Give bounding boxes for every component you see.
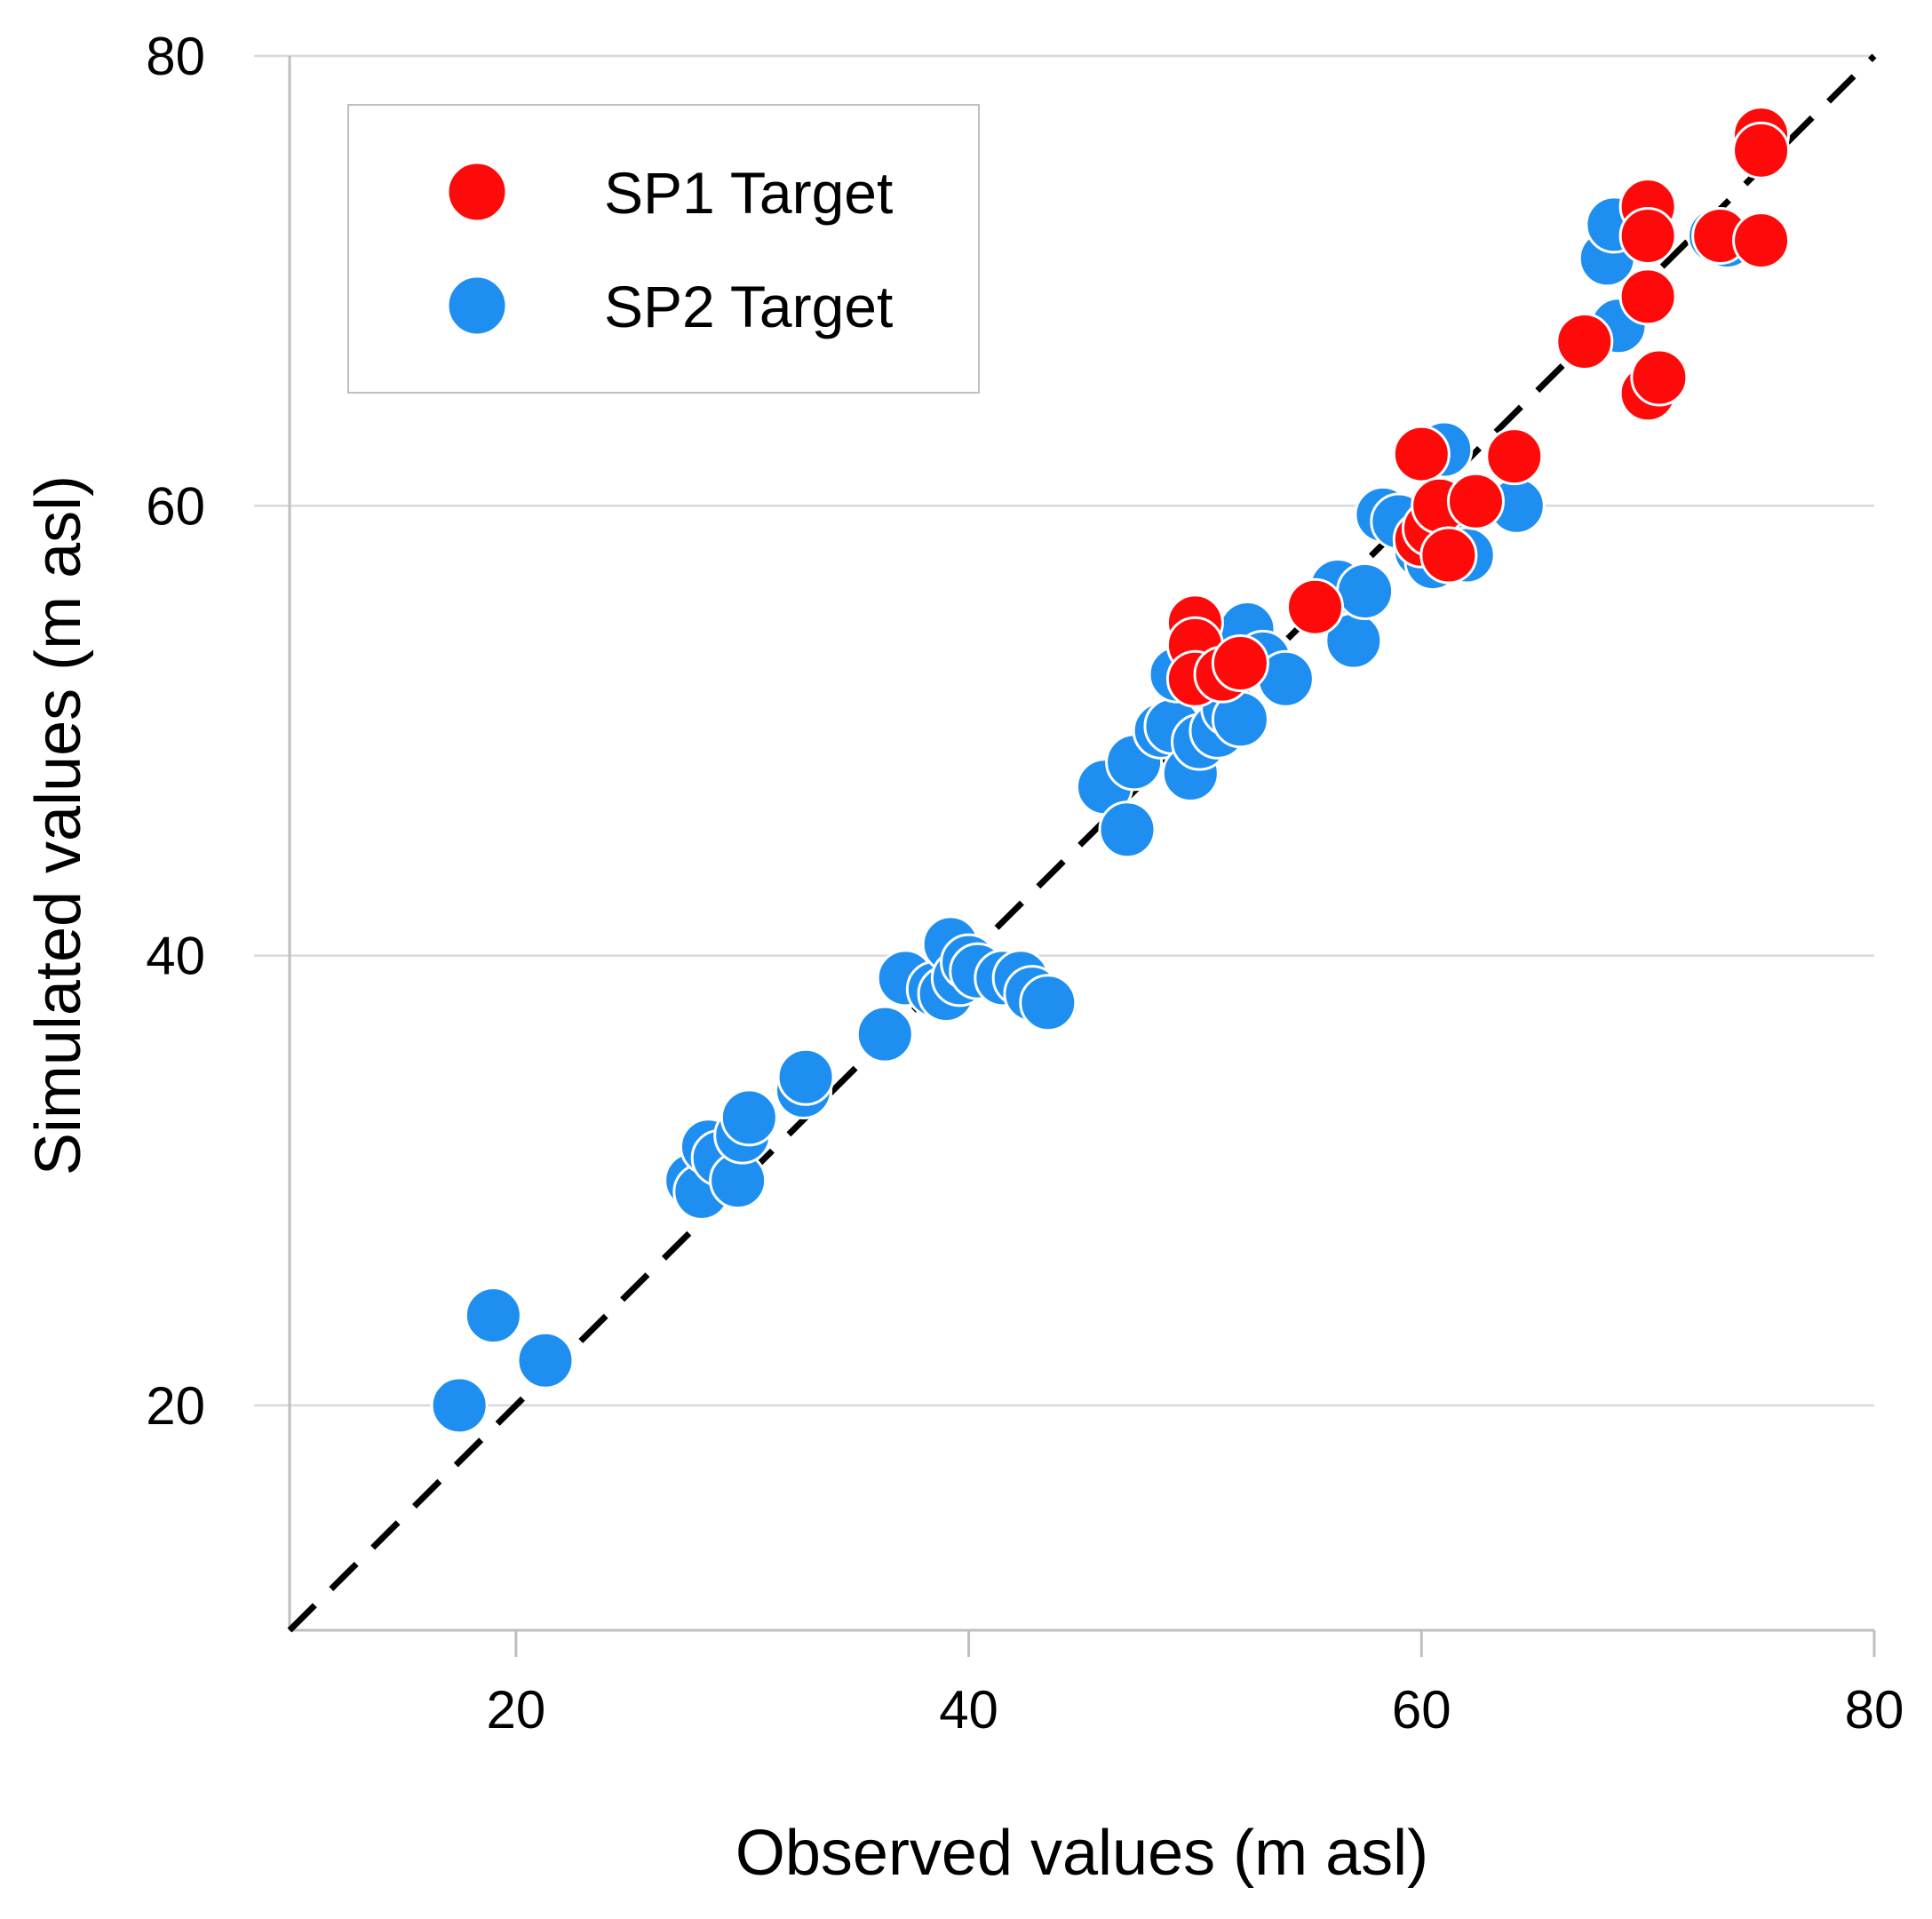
point-sp1-target-18: [1630, 348, 1689, 407]
point-sp2-target-9: [720, 1088, 778, 1147]
point-sp1-target-12: [1485, 427, 1544, 486]
point-sp1-target-5: [1286, 577, 1345, 636]
y-tick-label-40: 40: [146, 927, 205, 986]
point-sp1-target-16: [1618, 267, 1677, 326]
legend-label-sp2: SP2 Target: [604, 274, 893, 339]
y-tick-label-20: 20: [146, 1376, 205, 1436]
gridlines: [254, 54, 1874, 1407]
point-sp2-target-0: [430, 1376, 489, 1435]
point-sp1-target-22: [1732, 211, 1791, 270]
point-sp1-target-21: [1732, 121, 1791, 179]
y-tick-label-60: 60: [146, 476, 205, 536]
x-tick-label-80: 80: [1845, 1680, 1904, 1740]
point-sp1-target-4: [1211, 633, 1269, 692]
axes: [288, 56, 1876, 1657]
x-axis-title: Observed values (m asl): [735, 1818, 1428, 1889]
legend-box: [347, 104, 980, 394]
point-sp2-target-41: [1336, 561, 1395, 620]
point-sp1-target-11: [1446, 472, 1505, 530]
x-tick-label-40: 40: [939, 1680, 998, 1740]
data-points: [430, 106, 1791, 1435]
legend-marker-sp2: [446, 275, 508, 337]
point-sp1-target-10: [1419, 526, 1478, 585]
point-sp2-target-25: [1098, 800, 1157, 859]
point-sp1-target-13: [1555, 312, 1614, 370]
point-sp1-target-6: [1392, 425, 1451, 483]
point-sp2-target-23: [1019, 974, 1077, 1032]
point-sp2-target-11: [776, 1047, 835, 1106]
legend: SP1 Target SP2 Target: [347, 104, 980, 394]
point-sp2-target-2: [516, 1331, 575, 1389]
point-sp2-target-12: [855, 1005, 914, 1063]
tick-labels: 20 40 60 80 20 40 60 80: [146, 27, 1904, 1740]
legend-label-sp1: SP1 Target: [604, 160, 893, 226]
x-tick-label-20: 20: [486, 1680, 545, 1740]
point-sp1-target-15: [1618, 207, 1677, 266]
legend-marker-sp1: [446, 161, 508, 223]
y-axis-title: Simulated values (m asl): [23, 475, 94, 1175]
y-tick-label-80: 80: [146, 27, 205, 86]
point-sp2-target-1: [464, 1286, 522, 1345]
x-tick-label-60: 60: [1392, 1680, 1451, 1740]
